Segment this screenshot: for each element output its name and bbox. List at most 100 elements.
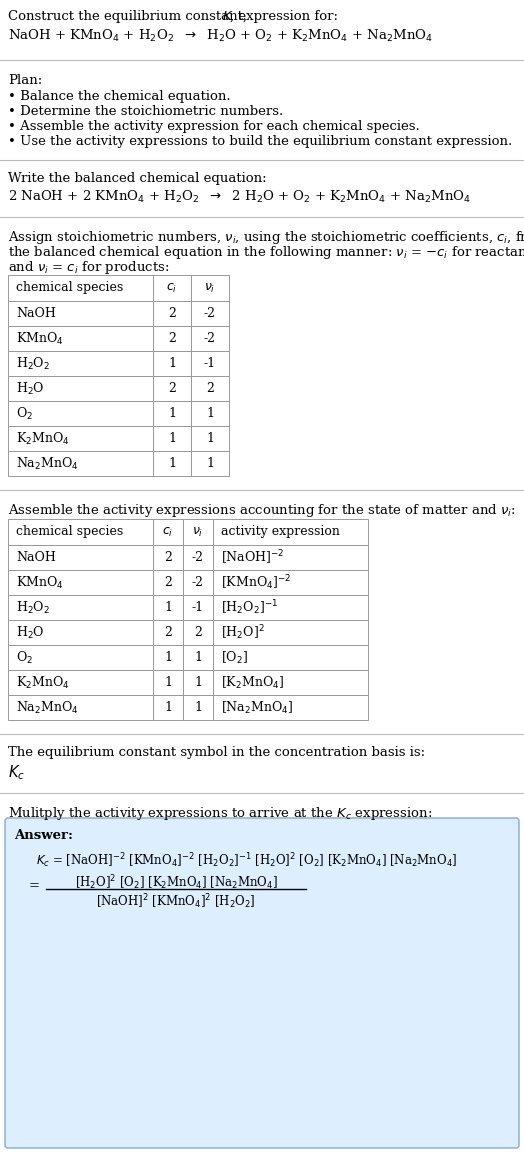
- Text: 2: 2: [168, 307, 176, 321]
- Bar: [8, 595, 153, 620]
- Text: -2: -2: [204, 307, 216, 321]
- Text: 2: 2: [168, 332, 176, 345]
- Text: KMnO$_4$: KMnO$_4$: [16, 574, 63, 590]
- Text: 1: 1: [168, 357, 176, 370]
- Text: • Balance the chemical equation.: • Balance the chemical equation.: [8, 90, 231, 103]
- Bar: [191, 376, 229, 401]
- Bar: [183, 620, 213, 645]
- Bar: [153, 425, 191, 451]
- Text: chemical species: chemical species: [16, 526, 123, 538]
- Text: [K$_2$MnO$_4$]: [K$_2$MnO$_4$]: [221, 675, 284, 691]
- Text: Assign stoichiometric numbers, $\nu_i$, using the stoichiometric coefficients, $: Assign stoichiometric numbers, $\nu_i$, …: [8, 229, 524, 246]
- Bar: [153, 670, 183, 695]
- Text: Assemble the activity expressions accounting for the state of matter and $\nu_i$: Assemble the activity expressions accoun…: [8, 502, 516, 519]
- Bar: [153, 301, 191, 326]
- Text: $K$: $K$: [222, 10, 234, 23]
- Bar: [191, 301, 229, 326]
- Bar: [153, 570, 183, 595]
- Text: [H$_2$O]$^2$: [H$_2$O]$^2$: [221, 623, 265, 642]
- Text: O$_2$: O$_2$: [16, 406, 33, 422]
- Text: 1: 1: [206, 407, 214, 420]
- Text: 2: 2: [206, 382, 214, 395]
- Text: • Use the activity expressions to build the equilibrium constant expression.: • Use the activity expressions to build …: [8, 135, 512, 148]
- Text: [NaOH]$^2$ [KMnO$_4$]$^2$ [H$_2$O$_2$]: [NaOH]$^2$ [KMnO$_4$]$^2$ [H$_2$O$_2$]: [96, 892, 256, 911]
- Text: -2: -2: [192, 576, 204, 589]
- Bar: [153, 595, 183, 620]
- Text: activity expression: activity expression: [221, 526, 340, 538]
- Bar: [8, 326, 153, 351]
- Bar: [8, 545, 153, 570]
- Bar: [8, 276, 153, 301]
- Text: 1: 1: [194, 676, 202, 689]
- Text: 1: 1: [164, 651, 172, 664]
- Text: H$_2$O: H$_2$O: [16, 625, 45, 641]
- Bar: [183, 670, 213, 695]
- Text: -2: -2: [192, 551, 204, 564]
- Text: Mulitply the activity expressions to arrive at the $K_c$ expression:: Mulitply the activity expressions to arr…: [8, 805, 432, 822]
- Text: 1: 1: [206, 432, 214, 445]
- Text: chemical species: chemical species: [16, 281, 123, 294]
- Text: 1: 1: [164, 676, 172, 689]
- Bar: [183, 595, 213, 620]
- Bar: [183, 695, 213, 719]
- Text: 2: 2: [168, 382, 176, 395]
- Text: • Assemble the activity expression for each chemical species.: • Assemble the activity expression for e…: [8, 120, 420, 133]
- Bar: [213, 645, 368, 670]
- Text: The equilibrium constant symbol in the concentration basis is:: The equilibrium constant symbol in the c…: [8, 746, 425, 759]
- Bar: [213, 695, 368, 719]
- Text: =: =: [29, 879, 40, 892]
- Text: NaOH: NaOH: [16, 307, 56, 321]
- Text: the balanced chemical equation in the following manner: $\nu_i$ = $-c_i$ for rea: the balanced chemical equation in the fo…: [8, 244, 524, 261]
- Bar: [213, 620, 368, 645]
- Text: 1: 1: [168, 457, 176, 470]
- Text: -1: -1: [192, 601, 204, 615]
- Text: 2: 2: [194, 626, 202, 639]
- Text: $K_c$ = [NaOH]$^{-2}$ [KMnO$_4$]$^{-2}$ [H$_2$O$_2$]$^{-1}$ [H$_2$O]$^2$ [O$_2$]: $K_c$ = [NaOH]$^{-2}$ [KMnO$_4$]$^{-2}$ …: [36, 851, 457, 869]
- Text: 2: 2: [164, 551, 172, 564]
- Text: Answer:: Answer:: [14, 829, 73, 842]
- Bar: [8, 301, 153, 326]
- Text: 2: 2: [164, 626, 172, 639]
- Text: [NaOH]$^{-2}$: [NaOH]$^{-2}$: [221, 549, 285, 566]
- Bar: [153, 519, 183, 545]
- Bar: [8, 376, 153, 401]
- Text: H$_2$O$_2$: H$_2$O$_2$: [16, 355, 50, 371]
- Bar: [8, 620, 153, 645]
- Text: $c_i$: $c_i$: [162, 526, 173, 538]
- Text: $\nu_i$: $\nu_i$: [192, 526, 204, 538]
- Text: H$_2$O: H$_2$O: [16, 380, 45, 397]
- FancyBboxPatch shape: [5, 817, 519, 1148]
- Bar: [153, 376, 191, 401]
- Text: Na$_2$MnO$_4$: Na$_2$MnO$_4$: [16, 455, 79, 472]
- Text: [H$_2$O]$^2$ [O$_2$] [K$_2$MnO$_4$] [Na$_2$MnO$_4$]: [H$_2$O]$^2$ [O$_2$] [K$_2$MnO$_4$] [Na$…: [74, 873, 277, 891]
- Bar: [8, 451, 153, 476]
- Text: $\nu_i$: $\nu_i$: [204, 281, 216, 294]
- Bar: [153, 645, 183, 670]
- Text: 1: 1: [164, 701, 172, 714]
- Bar: [153, 351, 191, 376]
- Text: and $\nu_i$ = $c_i$ for products:: and $\nu_i$ = $c_i$ for products:: [8, 259, 169, 276]
- Text: K$_2$MnO$_4$: K$_2$MnO$_4$: [16, 430, 70, 446]
- Text: -1: -1: [204, 357, 216, 370]
- Text: 1: 1: [168, 407, 176, 420]
- Text: 1: 1: [194, 701, 202, 714]
- Bar: [191, 326, 229, 351]
- Text: NaOH + KMnO$_4$ + H$_2$O$_2$  $\rightarrow$  H$_2$O + O$_2$ + K$_2$MnO$_4$ + Na$: NaOH + KMnO$_4$ + H$_2$O$_2$ $\rightarro…: [8, 28, 433, 44]
- Bar: [191, 276, 229, 301]
- Text: K$_2$MnO$_4$: K$_2$MnO$_4$: [16, 675, 70, 691]
- Text: 1: 1: [164, 601, 172, 615]
- Text: Na$_2$MnO$_4$: Na$_2$MnO$_4$: [16, 700, 79, 716]
- Bar: [191, 351, 229, 376]
- Bar: [153, 276, 191, 301]
- Text: -2: -2: [204, 332, 216, 345]
- Bar: [8, 670, 153, 695]
- Bar: [183, 570, 213, 595]
- Text: 2 NaOH + 2 KMnO$_4$ + H$_2$O$_2$  $\rightarrow$  2 H$_2$O + O$_2$ + K$_2$MnO$_4$: 2 NaOH + 2 KMnO$_4$ + H$_2$O$_2$ $\right…: [8, 189, 471, 205]
- Text: [KMnO$_4$]$^{-2}$: [KMnO$_4$]$^{-2}$: [221, 573, 291, 591]
- Bar: [213, 570, 368, 595]
- Bar: [183, 519, 213, 545]
- Text: , expression for:: , expression for:: [230, 10, 338, 23]
- Text: [Na$_2$MnO$_4$]: [Na$_2$MnO$_4$]: [221, 700, 293, 716]
- Bar: [213, 595, 368, 620]
- Bar: [213, 670, 368, 695]
